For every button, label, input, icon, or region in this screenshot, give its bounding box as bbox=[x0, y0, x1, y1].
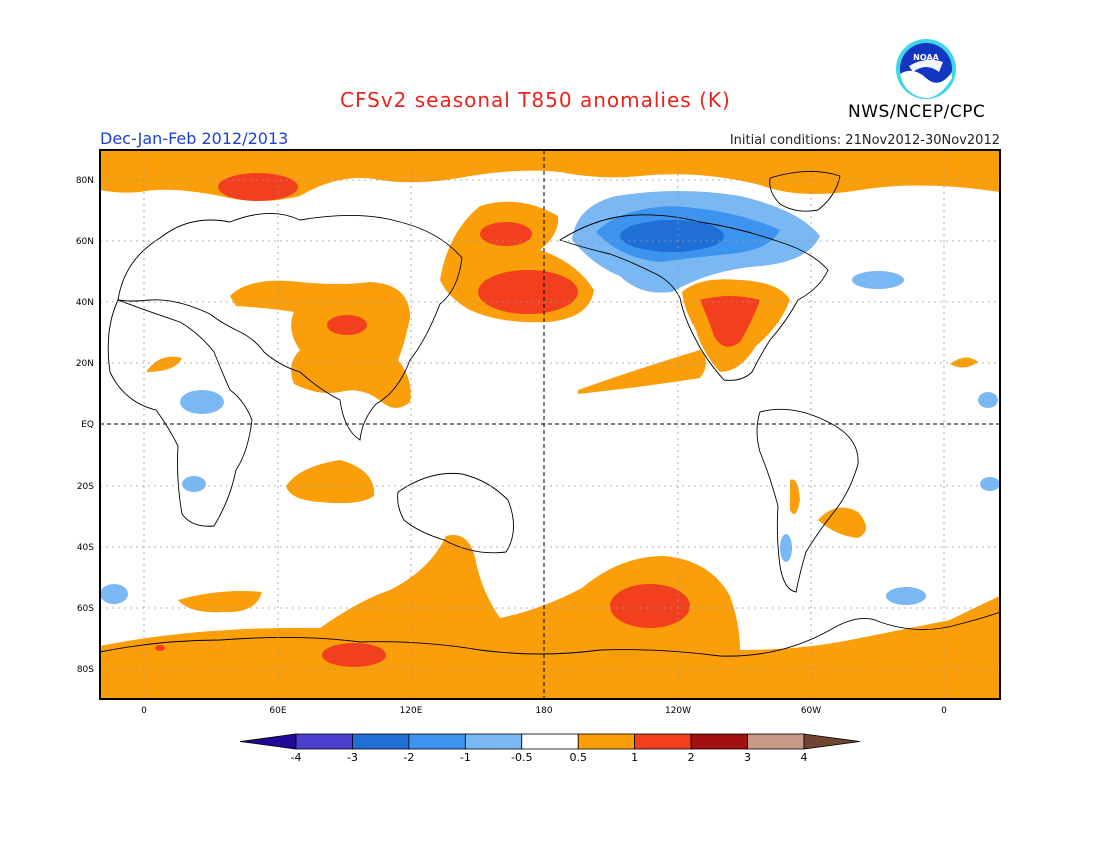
warm-core bbox=[478, 270, 578, 314]
warm-region bbox=[286, 460, 375, 504]
warm-region bbox=[100, 535, 1000, 699]
colorbar-swatch bbox=[521, 733, 579, 750]
map-frame bbox=[99, 149, 1001, 700]
lon-label: 60W bbox=[801, 706, 821, 716]
warm-core bbox=[610, 584, 690, 628]
coastline-africa bbox=[107, 299, 253, 527]
cold-region bbox=[572, 191, 820, 293]
cold-region bbox=[100, 584, 128, 604]
lon-label: 0 bbox=[141, 706, 147, 716]
colorbar-swatch bbox=[747, 733, 805, 750]
lat-label: 80N bbox=[76, 176, 94, 186]
warm-region bbox=[440, 201, 594, 323]
cold-core bbox=[620, 220, 724, 252]
colorbar-swatch bbox=[352, 733, 410, 750]
warm-region bbox=[950, 357, 978, 368]
cold-region bbox=[180, 390, 224, 414]
warm-core bbox=[700, 296, 760, 347]
lat-label: 40N bbox=[76, 298, 94, 308]
anomaly-fields bbox=[100, 150, 1000, 699]
colorbar-tick-label: 3 bbox=[744, 751, 751, 764]
warm-core bbox=[327, 315, 367, 335]
warm-region bbox=[818, 507, 866, 538]
warm-region bbox=[178, 591, 262, 613]
colorbar-arrow-right bbox=[803, 733, 861, 750]
colorbar-swatch bbox=[295, 733, 353, 750]
lon-label: 0 bbox=[941, 706, 947, 716]
warm-region bbox=[230, 280, 411, 408]
cold-region bbox=[886, 587, 926, 605]
cold-region bbox=[596, 206, 780, 262]
coastline-antarctica bbox=[100, 611, 1000, 657]
coastlines bbox=[100, 171, 1000, 657]
colorbar-tick-label: -0.5 bbox=[511, 751, 532, 764]
colorbar-tick-label: 1 bbox=[631, 751, 638, 764]
cold-region bbox=[978, 392, 998, 408]
warm-region bbox=[578, 350, 706, 394]
colorbar-tick-label: -4 bbox=[291, 751, 302, 764]
initial-conditions-label: Initial conditions: 21Nov2012-30Nov2012 bbox=[729, 133, 1000, 148]
colorbar-tick-label: -3 bbox=[347, 751, 358, 764]
agency-label: NWS/NCEP/CPC bbox=[848, 102, 986, 122]
figure-title: CFSv2 seasonal T850 anomalies (K) bbox=[340, 88, 731, 112]
colorbar-arrow-left bbox=[239, 733, 297, 750]
colorbar-swatch bbox=[408, 733, 466, 750]
coastline-south-america bbox=[756, 408, 859, 593]
lat-label: 60S bbox=[77, 604, 94, 614]
colorbar-tick-label: 4 bbox=[801, 751, 808, 764]
warm-region bbox=[682, 279, 790, 372]
warm-region bbox=[100, 150, 1000, 201]
lon-label: 180 bbox=[535, 706, 552, 716]
warm-core bbox=[480, 222, 532, 246]
colorbar-swatch bbox=[690, 733, 748, 750]
lon-label: 120E bbox=[400, 706, 423, 716]
warm-core bbox=[155, 645, 165, 651]
warm-region bbox=[790, 479, 800, 515]
season-label: Dec-Jan-Feb 2012/2013 bbox=[100, 129, 289, 148]
colorbar-tick-label: 2 bbox=[688, 751, 695, 764]
cold-region bbox=[182, 476, 206, 492]
lat-label: 20N bbox=[76, 359, 94, 369]
lat-label: 20S bbox=[77, 482, 94, 492]
warm-core bbox=[218, 173, 298, 201]
coastline-australia bbox=[397, 472, 514, 554]
longitude-labels: 0 60E 120E 180 120W 60W 0 bbox=[141, 706, 947, 716]
cold-region bbox=[852, 271, 904, 289]
colorbar-tick-label: 0.5 bbox=[569, 751, 587, 764]
colorbar-swatch bbox=[634, 733, 692, 750]
lon-label: 60E bbox=[269, 706, 286, 716]
cold-region bbox=[780, 534, 792, 562]
lat-label: 60N bbox=[76, 237, 94, 247]
lat-label: EQ bbox=[81, 420, 94, 430]
colorbar-swatch bbox=[577, 733, 636, 750]
lat-label: 40S bbox=[77, 543, 94, 553]
coastline-europe-asia bbox=[117, 213, 463, 441]
noaa-logo: NOAA bbox=[896, 39, 956, 99]
lon-label: 120W bbox=[665, 706, 691, 716]
lat-label: 80S bbox=[77, 665, 94, 675]
gridlines bbox=[100, 150, 1000, 699]
coastline-north-america bbox=[558, 214, 829, 381]
latitude-labels: 80N 60N 40N 20N EQ 20S 40S 60S 80S bbox=[76, 176, 94, 675]
colorbar-swatch bbox=[464, 733, 523, 750]
noaa-logo-text: NOAA bbox=[913, 53, 939, 62]
warm-core bbox=[322, 643, 386, 667]
colorbar-tick-label: -1 bbox=[460, 751, 471, 764]
cold-region bbox=[980, 477, 1000, 491]
coastline-greenland bbox=[769, 171, 841, 212]
colorbar-tick-label: -2 bbox=[403, 751, 414, 764]
warm-region bbox=[146, 356, 182, 372]
colorbar: -4 -3 -2 -1 -0.5 0.5 1 2 3 4 bbox=[239, 733, 861, 764]
